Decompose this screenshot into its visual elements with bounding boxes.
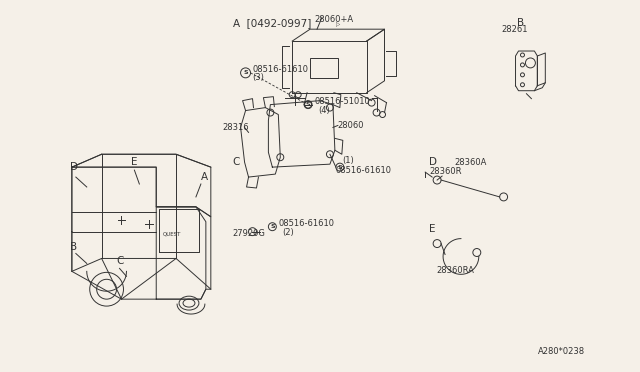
- Text: QUEST: QUEST: [163, 232, 182, 237]
- Text: 28360A: 28360A: [454, 158, 486, 167]
- Text: 28060+A: 28060+A: [314, 15, 353, 24]
- Text: B: B: [70, 241, 77, 251]
- Text: E: E: [429, 224, 436, 234]
- Bar: [310, 58, 338, 78]
- Text: S: S: [270, 224, 275, 229]
- Text: A280*0238: A280*0238: [538, 347, 586, 356]
- Text: 08516-51010: 08516-51010: [314, 97, 370, 106]
- Text: S: S: [306, 102, 310, 107]
- Text: 08516-61610: 08516-61610: [253, 65, 308, 74]
- Text: (3): (3): [253, 73, 264, 82]
- Text: D: D: [429, 157, 437, 167]
- Text: B: B: [516, 18, 524, 28]
- Text: 28360R: 28360R: [429, 167, 461, 176]
- Text: (4): (4): [318, 106, 330, 115]
- Text: A  [0492-0997]: A [0492-0997]: [233, 18, 311, 28]
- Text: (2): (2): [282, 228, 294, 237]
- Text: 28060: 28060: [338, 121, 364, 130]
- Text: 08516-61610: 08516-61610: [336, 166, 392, 174]
- Text: 27920G: 27920G: [233, 229, 266, 238]
- Text: 28316: 28316: [223, 123, 250, 132]
- Text: 08516-61610: 08516-61610: [278, 219, 334, 228]
- Text: (1): (1): [342, 156, 353, 165]
- Text: ▷: ▷: [336, 22, 340, 27]
- Text: 28360RA: 28360RA: [436, 266, 474, 275]
- Text: C: C: [233, 157, 240, 167]
- Text: C: C: [116, 256, 124, 266]
- Text: S: S: [337, 165, 342, 170]
- Text: A: A: [201, 172, 208, 182]
- Text: 28261: 28261: [502, 25, 528, 34]
- Text: S: S: [243, 70, 248, 76]
- Text: D: D: [70, 162, 78, 172]
- Text: E: E: [131, 157, 138, 167]
